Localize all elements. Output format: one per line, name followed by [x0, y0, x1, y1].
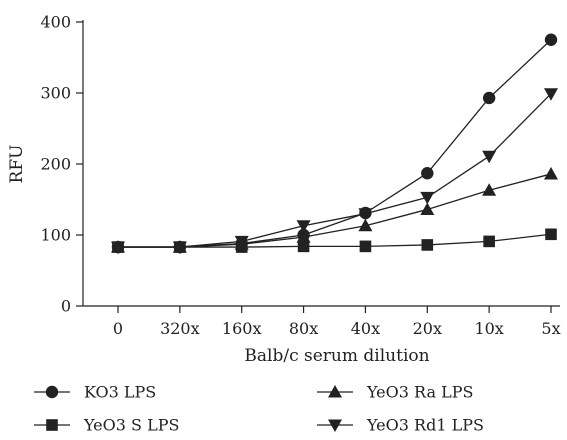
legend-item: YeO3 Ra LPS	[317, 383, 473, 402]
data-point	[296, 220, 311, 233]
y-tick-label: 0	[61, 297, 71, 316]
data-point	[545, 228, 557, 241]
legend-label: YeO3 Rd1 LPS	[366, 416, 484, 435]
data-point	[482, 150, 497, 164]
data-point	[358, 218, 373, 232]
x-tick-label: 10x	[474, 319, 503, 338]
series-line	[118, 39, 552, 248]
data-point	[358, 208, 373, 221]
x-tick-label: 0	[113, 319, 123, 338]
legend: KO3 LPS YeO3 S LPS YeO3 Ra LPS YeO3 Rd1 LPS	[34, 383, 484, 435]
data-point	[420, 191, 435, 205]
axes: 0 100 200 300 400 0 320x 160x 80x 40x 20x 10x 5x	[40, 13, 560, 339]
data-point	[297, 240, 310, 253]
legend-label: KO3 LPS	[84, 383, 156, 402]
y-tick-label: 300	[40, 84, 71, 103]
x-tick-label: 160x	[222, 319, 262, 338]
data-point	[359, 240, 372, 253]
data-point	[544, 33, 558, 46]
legend-label: YeO3 S LPS	[83, 416, 179, 435]
x-tick-label: 40x	[351, 319, 380, 338]
series-line	[118, 93, 552, 248]
data-point	[544, 166, 558, 180]
y-tick-label: 400	[40, 13, 71, 32]
data-point	[544, 88, 558, 101]
x-axis-title: Balb/c serum dilution	[244, 346, 429, 366]
data-point	[172, 241, 187, 255]
series-layer	[111, 33, 558, 255]
x-tick-label: 320x	[160, 319, 200, 338]
data-point	[296, 230, 311, 243]
data-point	[111, 241, 125, 255]
x-tick-label: 20x	[413, 319, 442, 338]
data-point	[421, 239, 434, 251]
data-point	[421, 167, 434, 180]
y-tick-label: 100	[40, 226, 71, 245]
legend-label: YeO3 Ra LPS	[366, 383, 473, 402]
legend-marker	[46, 419, 58, 431]
data-point	[482, 183, 497, 196]
y-axis-title: RFU	[7, 145, 27, 184]
x-tick-label: 80x	[289, 319, 318, 338]
legend-marker	[45, 385, 59, 399]
data-point	[482, 91, 496, 105]
legend-item: YeO3 Rd1 LPS	[317, 416, 484, 435]
legend-item: KO3 LPS	[34, 383, 156, 402]
data-point	[234, 235, 249, 249]
legend-marker	[328, 385, 342, 398]
legend-item: YeO3 S LPS	[34, 416, 179, 435]
data-point	[420, 202, 435, 215]
x-tick-label: 5x	[541, 319, 560, 338]
y-tick-label: 200	[40, 155, 71, 174]
series-yeo3-rd1-lps	[111, 88, 558, 255]
data-point	[483, 235, 495, 248]
legend-marker	[328, 419, 342, 432]
